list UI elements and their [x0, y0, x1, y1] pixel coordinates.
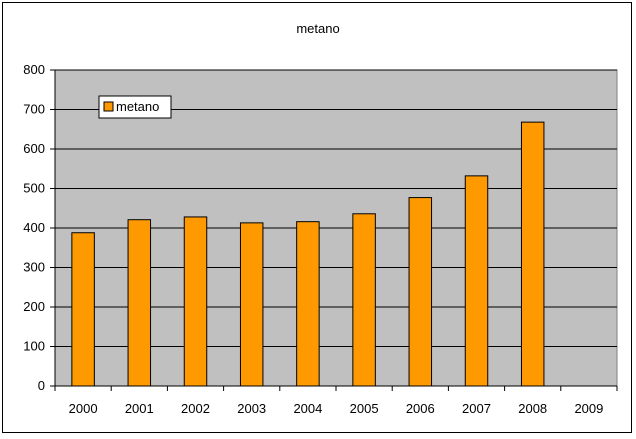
x-tick-label: 2002 [181, 401, 210, 416]
y-tick-label: 700 [23, 102, 45, 117]
y-tick-label: 300 [23, 260, 45, 275]
y-tick-label: 0 [38, 378, 45, 393]
x-tick-label: 2004 [293, 401, 322, 416]
legend-label: metano [116, 99, 159, 114]
y-tick-label: 100 [23, 339, 45, 354]
bar [352, 213, 376, 387]
legend: metano [98, 95, 172, 119]
y-tick-label: 200 [23, 299, 45, 314]
bar [183, 216, 208, 387]
y-tick-label: 600 [23, 141, 45, 156]
x-tick-label: 2003 [237, 401, 266, 416]
bar [239, 222, 264, 387]
x-tick-label: 2009 [574, 401, 603, 416]
bar [408, 197, 433, 387]
x-tick-label: 2005 [350, 401, 379, 416]
x-tick-label: 2000 [69, 401, 98, 416]
x-tick-label: 2008 [518, 401, 547, 416]
bar [127, 219, 152, 387]
bar [71, 232, 95, 387]
x-tick-label: 2006 [406, 401, 435, 416]
chart-title: metano [296, 21, 339, 36]
legend-box [98, 95, 172, 119]
y-tick-label: 400 [23, 220, 45, 235]
plot-area: 0 100 200 300 400 500 600 700 800 2000 2001 2002 200… [23, 62, 618, 416]
y-tick-label: 800 [23, 62, 45, 77]
bar [464, 175, 489, 387]
legend-swatch [103, 101, 114, 112]
bar-chart: metano 0 100 200 300 400 500 600 700 800 2000 2001… [23, 21, 618, 416]
chart-frame: metano 0 100 200 300 400 500 600 700 800 2000 2001… [2, 2, 632, 433]
y-tick-label: 500 [23, 181, 45, 196]
x-tick-label: 2007 [462, 401, 491, 416]
x-tick-label: 2001 [125, 401, 154, 416]
bar [296, 221, 320, 387]
bar [520, 121, 545, 387]
